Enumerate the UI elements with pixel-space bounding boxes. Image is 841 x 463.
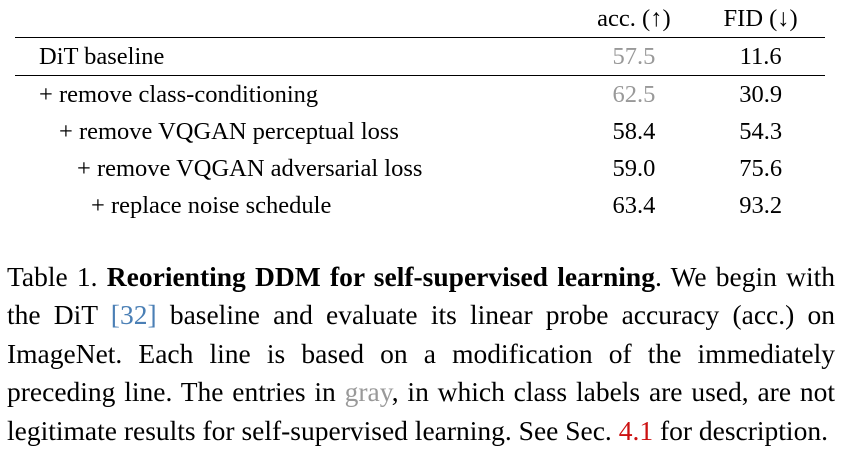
caption-gray-word: gray	[344, 376, 392, 408]
table-row: + replace noise schedule 63.4 93.2	[15, 187, 825, 224]
header-fid: FID (↓)	[723, 5, 798, 32]
table-row-baseline: DiT baseline 57.5 11.6	[15, 38, 825, 76]
caption-text-1: . We begin with the DiT	[7, 260, 836, 331]
citation-link[interactable]: [32]	[110, 299, 157, 331]
caption-text-4: for description.	[653, 414, 828, 446]
caption-title: Reorienting DDM for self-supervised lear…	[106, 260, 655, 292]
table-row: + remove class-conditioning 62.5 30.9	[15, 76, 825, 114]
table-caption: Table 1. Reorienting DDM for self-superv…	[7, 258, 835, 451]
table-row: + remove VQGAN perceptual loss 58.4 54.3	[15, 113, 825, 150]
table-header-row: acc. (↑) FID (↓)	[15, 0, 825, 38]
row-acc: 62.5	[612, 81, 656, 108]
row-acc: 57.5	[612, 43, 656, 70]
caption-text-3: , in which class labels are used, are no…	[7, 376, 835, 446]
row-fid: 75.6	[739, 155, 783, 182]
table-row: + remove VQGAN adversarial loss 59.0 75.…	[15, 150, 825, 187]
row-method: + remove class-conditioning	[39, 81, 319, 108]
row-method: + remove VQGAN adversarial loss	[77, 155, 423, 182]
row-fid: 93.2	[739, 192, 783, 219]
caption-text-2: baseline and evaluate its linear probe a…	[7, 299, 835, 408]
row-method: + replace noise schedule	[91, 192, 332, 219]
row-acc: 63.4	[612, 192, 656, 219]
results-table: acc. (↑) FID (↓) DiT baseline 57.5 11.6 …	[15, 0, 825, 224]
row-fid: 30.9	[739, 81, 783, 108]
row-fid: 54.3	[739, 118, 783, 145]
header-acc: acc. (↑)	[597, 5, 671, 32]
row-method: + remove VQGAN perceptual loss	[59, 118, 399, 145]
results-table-container: acc. (↑) FID (↓) DiT baseline 57.5 11.6 …	[15, 0, 825, 224]
row-fid: 11.6	[739, 43, 782, 70]
section-link[interactable]: 4.1	[618, 414, 654, 446]
row-method: DiT baseline	[39, 43, 165, 70]
caption-label: Table 1.	[7, 260, 98, 292]
row-acc: 59.0	[612, 155, 656, 182]
header-method	[15, 0, 572, 38]
row-acc: 58.4	[612, 118, 656, 145]
